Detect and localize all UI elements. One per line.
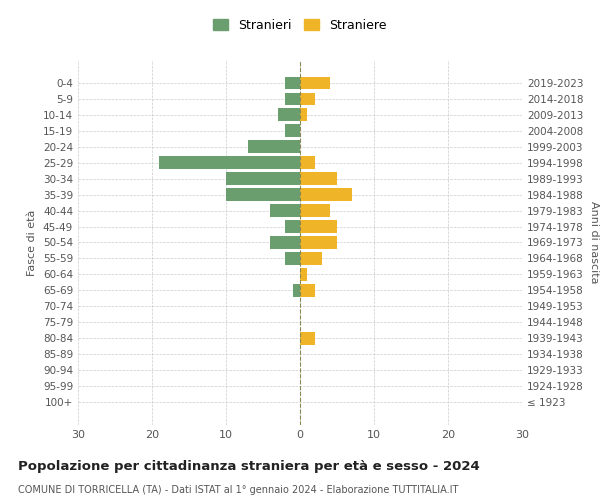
Bar [300,220,337,233]
Bar [248,140,300,153]
Bar [285,220,300,233]
Bar [226,172,300,185]
Legend: Stranieri, Straniere: Stranieri, Straniere [209,15,391,36]
Bar [300,284,315,296]
Bar [300,332,315,344]
Y-axis label: Fasce di età: Fasce di età [28,210,37,276]
Bar [226,188,300,201]
Bar [285,252,300,265]
Bar [300,268,307,281]
Bar [300,76,329,90]
Bar [300,252,322,265]
Text: COMUNE DI TORRICELLA (TA) - Dati ISTAT al 1° gennaio 2024 - Elaborazione TUTTITA: COMUNE DI TORRICELLA (TA) - Dati ISTAT a… [18,485,458,495]
Bar [285,76,300,90]
Bar [300,188,352,201]
Bar [293,284,300,296]
Y-axis label: Anni di nascita: Anni di nascita [589,201,599,284]
Bar [271,204,300,217]
Bar [300,172,337,185]
Bar [300,204,329,217]
Bar [300,156,315,169]
Bar [300,236,337,249]
Bar [285,92,300,106]
Bar [271,236,300,249]
Bar [160,156,300,169]
Bar [300,92,315,106]
Bar [300,108,307,122]
Bar [278,108,300,122]
Bar [285,124,300,137]
Text: Popolazione per cittadinanza straniera per età e sesso - 2024: Popolazione per cittadinanza straniera p… [18,460,480,473]
